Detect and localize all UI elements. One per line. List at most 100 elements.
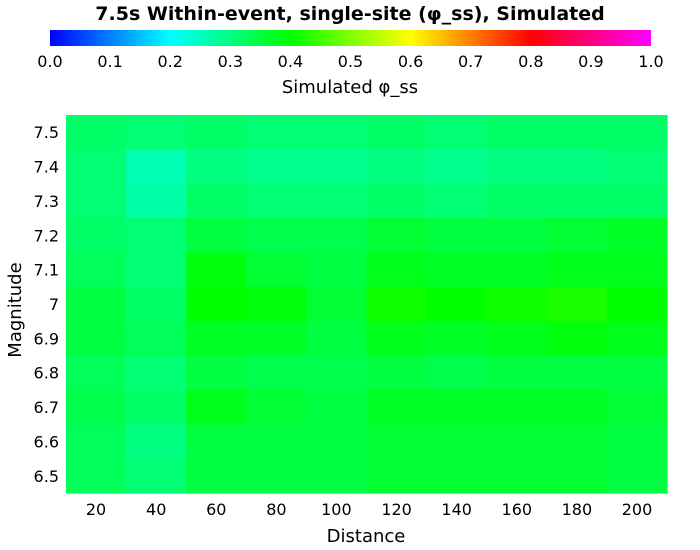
heatmap-cell: [366, 115, 428, 150]
heatmap-cell: [246, 321, 307, 357]
heatmap-cell: [366, 458, 428, 494]
x-tick-label: 180: [562, 500, 593, 519]
heatmap-cell: [186, 252, 247, 288]
heatmap-cell: [606, 286, 668, 322]
heatmap-cell: [546, 115, 608, 150]
y-tick-label: 7.4: [34, 158, 59, 177]
heatmap-cell: [126, 149, 187, 185]
heatmap-cell: [366, 355, 428, 391]
heatmap-cell: [186, 424, 247, 460]
heatmap-cell: [606, 252, 668, 288]
heatmap-cell: [366, 252, 428, 288]
heatmap-cell: [126, 115, 187, 150]
heatmap-cell: [426, 218, 488, 254]
heatmap-cell: [426, 389, 488, 425]
heatmap-cell: [66, 218, 127, 254]
heatmap-cell: [246, 286, 307, 322]
heatmap-cell: [66, 252, 127, 288]
heatmap-cell: [486, 252, 548, 288]
x-tick-label: 120: [381, 500, 412, 519]
y-axis-label: Magnitude: [5, 262, 26, 357]
heatmap-cell: [246, 252, 307, 288]
heatmap-cell: [426, 115, 488, 150]
heatmap-cell: [546, 458, 608, 494]
heatmap-cells: [66, 115, 668, 494]
heatmap-cell: [426, 286, 488, 322]
heatmap-cell: [546, 183, 608, 219]
heatmap-cell: [246, 115, 307, 150]
heatmap-cell: [606, 355, 668, 391]
heatmap-cell: [486, 355, 548, 391]
colorbar-tick-label: 0.5: [338, 52, 363, 71]
heatmap-cell: [426, 424, 488, 460]
heatmap-cell: [426, 355, 488, 391]
colorbar-tick-label: 1.0: [638, 52, 663, 71]
heatmap-cell: [486, 183, 548, 219]
heatmap-cell: [186, 183, 247, 219]
heatmap-cell: [606, 218, 668, 254]
heatmap-cell: [246, 355, 307, 391]
heatmap-cell: [66, 389, 127, 425]
colorbar-tick-label: 0.3: [218, 52, 243, 71]
heatmap-cell: [426, 149, 488, 185]
heatmap-cell: [426, 183, 488, 219]
heatmap-cell: [126, 286, 187, 322]
y-tick-label: 6.6: [34, 433, 59, 452]
y-tick-label: 7.5: [34, 123, 59, 142]
heatmap-cell: [126, 355, 187, 391]
heatmap-cell: [306, 424, 368, 460]
heatmap-cell: [66, 115, 127, 150]
heatmap-cell: [606, 424, 668, 460]
heatmap-cell: [66, 149, 127, 185]
y-tick-label: 6.8: [34, 364, 59, 383]
heatmap-cell: [306, 321, 368, 357]
heatmap-cell: [606, 389, 668, 425]
x-tick-label: 140: [441, 500, 472, 519]
x-axis-ticks: 20 40 60 80 100 120 140 160 180 200: [86, 500, 652, 519]
colorbar-tick-label: 0.9: [578, 52, 603, 71]
heatmap-cell: [126, 321, 187, 357]
y-tick-label: 6.7: [34, 398, 59, 417]
heatmap-cell: [606, 321, 668, 357]
heatmap-cell: [486, 321, 548, 357]
heatmap-cell: [66, 355, 127, 391]
heatmap-cell: [546, 355, 608, 391]
heatmap-cell: [306, 458, 368, 494]
heatmap-cell: [126, 424, 187, 460]
heatmap-cell: [486, 424, 548, 460]
colorbar-ticks: 0.0 0.1 0.2 0.3 0.4 0.5 0.6 0.7 0.8 0.9 1.0: [37, 52, 663, 71]
heatmap-cell: [366, 149, 428, 185]
heatmap-cell: [66, 424, 127, 460]
heatmap-cell: [546, 424, 608, 460]
heatmap-cell: [306, 389, 368, 425]
heatmap-cell: [126, 183, 187, 219]
heatmap-cell: [246, 458, 307, 494]
heatmap-cell: [306, 355, 368, 391]
heatmap-cell: [306, 115, 368, 150]
heatmap-cell: [546, 252, 608, 288]
heatmap-cell: [126, 458, 187, 494]
y-tick-label: 7.3: [34, 192, 59, 211]
heatmap-cell: [246, 183, 307, 219]
heatmap-cell: [246, 389, 307, 425]
heatmap-cell: [66, 321, 127, 357]
heatmap-cell: [546, 389, 608, 425]
heatmap-cell: [66, 183, 127, 219]
heatmap-cell: [186, 149, 247, 185]
heatmap-cell: [66, 286, 127, 322]
heatmap-cell: [306, 252, 368, 288]
heatmap-cell: [306, 286, 368, 322]
heatmap-cell: [546, 286, 608, 322]
heatmap-cell: [366, 286, 428, 322]
colorbar: [50, 30, 651, 46]
y-axis-ticks: 7.5 7.4 7.3 7.2 7.1 7 6.9 6.8 6.7 6.6 6.5: [34, 123, 59, 486]
heatmap-cell: [486, 389, 548, 425]
heatmap-cell: [486, 458, 548, 494]
heatmap-cell: [306, 149, 368, 185]
chart-title: 7.5s Within-event, single-site (φ_ss), S…: [95, 3, 604, 25]
heatmap-cell: [366, 321, 428, 357]
heatmap-cell: [186, 286, 247, 322]
x-axis-label: Distance: [327, 526, 406, 547]
heatmap-cell: [366, 183, 428, 219]
